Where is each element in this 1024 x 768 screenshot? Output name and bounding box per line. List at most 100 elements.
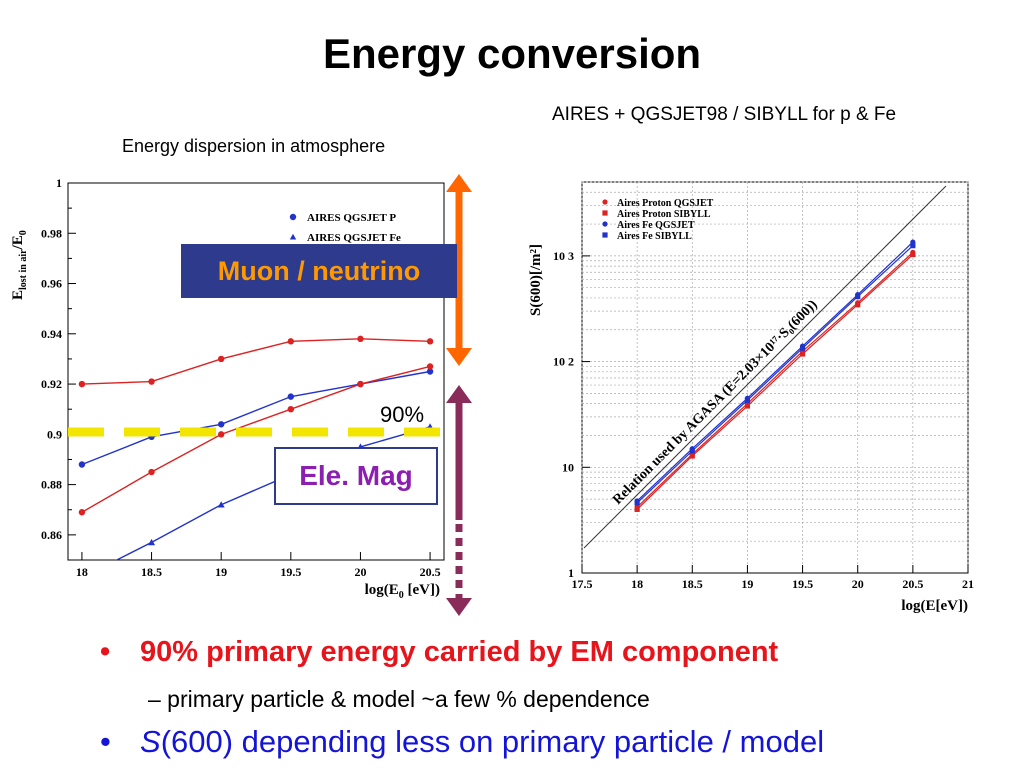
- right-xtick-label: 20: [852, 577, 864, 591]
- right-data-point: [689, 448, 695, 454]
- left-ytick-label: 0.92: [41, 377, 62, 391]
- left-legend-label: AIRES QGSJET P: [307, 212, 396, 224]
- right-chart: 17.5 18 18.5 19 19.5 20 20.5 21 1 10 10 2 10 3 Aire…: [528, 181, 974, 614]
- left-series: [78, 335, 434, 560]
- maroon-double-arrow: [446, 385, 472, 616]
- left-series-3: [78, 363, 434, 516]
- left-ytick-label: 0.88: [41, 478, 62, 492]
- em-component-label: Ele. Mag: [274, 447, 438, 505]
- left-data-point: [217, 421, 225, 428]
- left-data-point: [357, 380, 364, 388]
- right-series-1: [634, 251, 916, 512]
- right-data-point: [910, 243, 916, 249]
- left-data-point: [357, 335, 364, 343]
- right-ytick-label: 10 3: [553, 249, 574, 263]
- bullet-2-italic: S: [140, 724, 161, 759]
- right-series-line: [636, 251, 914, 508]
- ninety-percent-label: 90%: [380, 402, 425, 427]
- sub-bullet-1: – primary particle & model ~a few % depe…: [148, 686, 650, 712]
- left-ytick-label: 0.94: [41, 327, 62, 341]
- left-chart-caption: Energy dispersion in atmosphere: [122, 136, 386, 156]
- left-data-point: [78, 509, 86, 516]
- muon-neutrino-label: Muon / neutrino: [181, 244, 457, 298]
- left-ytick-label: 0.86: [41, 528, 62, 542]
- left-data-point: [287, 393, 295, 400]
- right-ytick-label: 10 2: [553, 355, 574, 369]
- right-xtick-label: 19.5: [792, 577, 813, 591]
- right-ylabel: S(600)[/m²]: [528, 244, 544, 316]
- right-xtick-label: 18: [631, 577, 643, 591]
- left-data-point: [287, 406, 295, 413]
- left-data-point: [217, 501, 225, 508]
- bullet-2: • S(600) depending less on primary partic…: [100, 724, 824, 760]
- left-xtick-label: 19.5: [280, 565, 301, 579]
- left-ticks: 0.86 0.88 0.9 0.92 0.94 0.96 0.98 1 18 18.5 19 19.5…: [41, 176, 441, 579]
- left-xtick-label: 18.5: [141, 565, 162, 579]
- right-xtick-label: 21: [962, 577, 974, 591]
- bullet-1: • 90% primary energy carried by EM compon…: [100, 636, 778, 669]
- left-xlabel: log(E0 [eV]): [365, 582, 440, 601]
- left-ytick-label: 1: [56, 176, 62, 190]
- left-data-point: [426, 368, 434, 375]
- right-data-point: [634, 506, 640, 512]
- left-xtick-label: 19: [215, 565, 227, 579]
- left-series-line: [81, 338, 431, 385]
- left-ytick-label: 0.9: [47, 427, 62, 441]
- slide-title: Energy conversion: [322, 30, 702, 77]
- right-ticks: 17.5 18 18.5 19 19.5 20 20.5 21 1 10 10 2 10 3: [553, 249, 974, 591]
- right-series-line: [636, 241, 914, 502]
- right-ytick-label: 10: [562, 460, 574, 474]
- left-xtick-label: 18: [76, 565, 88, 579]
- right-data-point: [744, 403, 751, 409]
- right-chart-caption: AIRES + QGSJET98 / SIBYLL for p & Fe: [552, 104, 897, 125]
- left-data-point: [148, 538, 156, 546]
- right-legend-marker: [602, 232, 608, 238]
- left-data-point: [426, 363, 434, 370]
- right-data-point: [855, 302, 861, 308]
- right-legend-label: Aires Fe QGSJET: [617, 220, 695, 231]
- right-data-point: [634, 500, 640, 506]
- left-xtick-label: 20: [354, 565, 366, 579]
- right-series-line: [636, 254, 914, 510]
- left-data-point: [426, 338, 434, 345]
- agasa-relation-line: [583, 185, 947, 549]
- orange-double-arrow: [446, 174, 472, 366]
- right-series-line: [636, 245, 914, 504]
- left-data-point: [217, 431, 225, 438]
- right-data-point: [799, 345, 806, 351]
- right-data-point: [744, 397, 751, 403]
- right-data-point: [689, 453, 695, 459]
- right-legend-label: Aires Fe SIBYLL: [617, 231, 692, 242]
- left-legend-label: AIRES QGSJET Fe: [307, 232, 401, 244]
- left-legend-marker: [289, 233, 297, 240]
- right-xlabel: log(E[eV]): [901, 598, 968, 614]
- left-chart: 0.86 0.88 0.9 0.92 0.94 0.96 0.98 1 18 18.5 19 19.5…: [10, 176, 445, 601]
- right-ytick-label: 1: [568, 566, 574, 580]
- left-data-point: [78, 380, 86, 388]
- bullet-2-text: (600) depending less on primary particle…: [160, 724, 825, 759]
- right-data-point: [910, 251, 916, 258]
- left-data-point: [78, 461, 86, 468]
- left-data-point: [287, 338, 295, 345]
- left-data-point: [148, 378, 155, 385]
- left-series-line: [81, 365, 431, 513]
- right-legend-marker: [602, 210, 608, 216]
- left-ylabel: Elost in air/E0: [10, 230, 29, 300]
- bullet-1-dot: •: [100, 636, 111, 668]
- bullet-2-dot: •: [100, 724, 111, 759]
- right-xtick-label: 19: [741, 577, 753, 591]
- right-legend-marker: [602, 199, 608, 205]
- left-series-2: [78, 335, 434, 388]
- right-xtick-label: 18.5: [682, 577, 703, 591]
- right-data-point: [855, 293, 861, 300]
- left-legend: AIRES QGSJET P AIRES QGSJET Fe: [289, 212, 401, 244]
- right-series: [634, 239, 916, 512]
- left-xtick-label: 20.5: [420, 565, 441, 579]
- left-data-point: [217, 355, 225, 363]
- left-series-0: [78, 368, 434, 468]
- right-legend-marker: [602, 221, 608, 227]
- left-series-line: [81, 370, 431, 466]
- left-ytick-label: 0.96: [41, 277, 62, 291]
